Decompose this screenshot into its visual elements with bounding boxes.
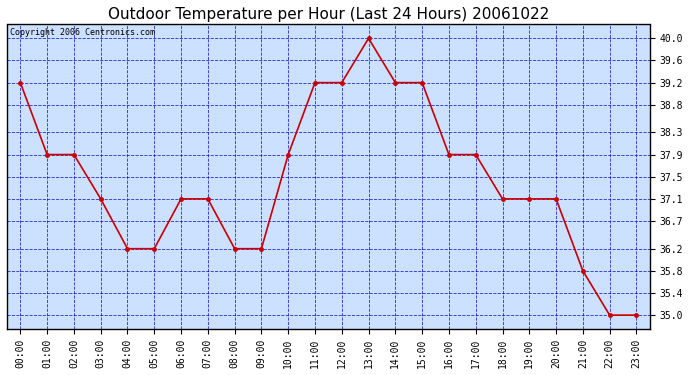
Title: Outdoor Temperature per Hour (Last 24 Hours) 20061022: Outdoor Temperature per Hour (Last 24 Ho… [108, 7, 549, 22]
Text: Copyright 2006 Centronics.com: Copyright 2006 Centronics.com [10, 27, 155, 36]
